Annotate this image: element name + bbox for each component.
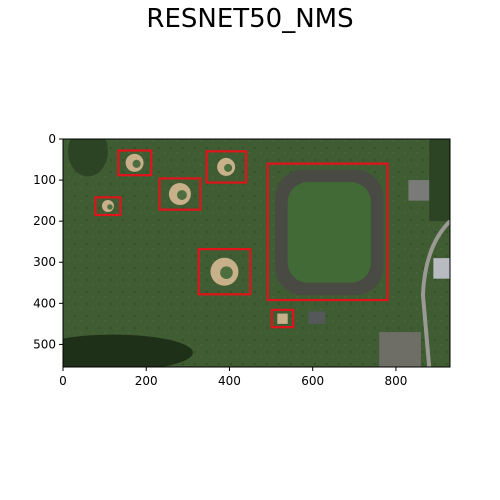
y-axis: 0 100 200 300 400 500	[33, 132, 63, 351]
detection-box	[266, 162, 389, 302]
x-axis: 0 200 400 600 800	[59, 367, 407, 388]
y-tick-label: 300	[33, 255, 56, 269]
x-tick-label: 600	[301, 374, 324, 388]
small-building	[308, 311, 326, 324]
x-tick-label: 0	[59, 374, 67, 388]
detection-box	[270, 308, 295, 329]
tree-line	[63, 334, 193, 367]
ball-diamond-grass	[107, 204, 113, 210]
axes-frame	[62, 138, 451, 368]
plot-title: RESNET50_NMS	[146, 4, 354, 34]
aerial-image	[63, 139, 450, 367]
y-tick-label: 400	[33, 296, 56, 310]
building	[408, 180, 430, 201]
grass-background	[63, 139, 450, 367]
y-tick-label: 0	[48, 132, 56, 146]
x-tick-label: 400	[218, 374, 241, 388]
tree-cluster	[67, 139, 108, 177]
x-tick-label: 800	[384, 374, 407, 388]
detection-box	[205, 150, 248, 184]
parking-lot	[379, 332, 421, 367]
detection-box	[197, 247, 252, 296]
y-tick-label: 200	[33, 214, 56, 228]
y-tick-label: 500	[33, 337, 56, 351]
detection-boxes	[94, 149, 389, 329]
track-infield	[287, 182, 371, 283]
x-tick-label: 200	[135, 374, 158, 388]
ball-diamond-grass	[176, 190, 187, 200]
detection-box	[94, 196, 122, 217]
small-court	[277, 313, 288, 324]
y-tick-label: 100	[33, 173, 56, 187]
ball-diamond-grass	[224, 163, 233, 172]
building	[433, 258, 450, 279]
ball-diamond-grass	[220, 266, 233, 279]
detection-box	[117, 149, 153, 177]
road	[420, 219, 450, 367]
tree-edge	[429, 139, 450, 222]
ball-diamond-grass	[132, 159, 141, 168]
detection-box	[158, 177, 202, 211]
